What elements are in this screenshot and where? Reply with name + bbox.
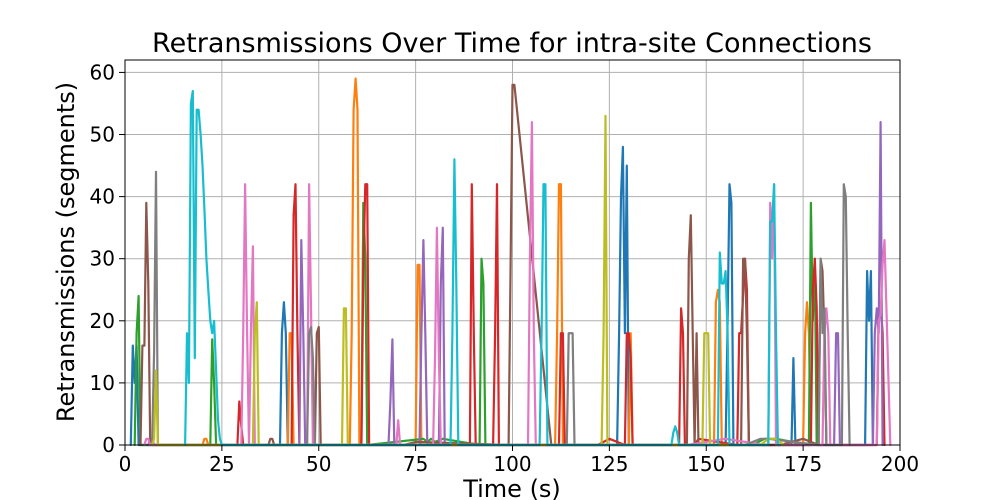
x-tick-label: 175 (784, 452, 822, 476)
x-tick-label: 100 (493, 452, 531, 476)
y-tick-label: 0 (102, 433, 115, 457)
chart-title: Retransmissions Over Time for intra-site… (152, 28, 872, 59)
y-tick-label: 20 (90, 309, 115, 333)
x-tick-label: 0 (119, 452, 132, 476)
ticks: 0 25 50 75 100 125 150 175 200 0 10 20 30 40 50 60 (90, 60, 920, 476)
x-tick-label: 50 (306, 452, 331, 476)
y-tick-label: 10 (90, 371, 115, 395)
y-tick-label: 60 (90, 60, 115, 84)
y-tick-label: 40 (90, 185, 115, 209)
x-tick-label: 125 (590, 452, 628, 476)
x-tick-label: 25 (209, 452, 234, 476)
y-tick-label: 30 (90, 247, 115, 271)
y-tick-label: 50 (90, 123, 115, 147)
x-tick-label: 200 (881, 452, 919, 476)
x-tick-label: 150 (687, 452, 725, 476)
x-tick-label: 75 (403, 452, 428, 476)
y-axis-label: Retransmissions (segments) (52, 82, 80, 422)
x-axis-label: Time (s) (462, 475, 561, 500)
